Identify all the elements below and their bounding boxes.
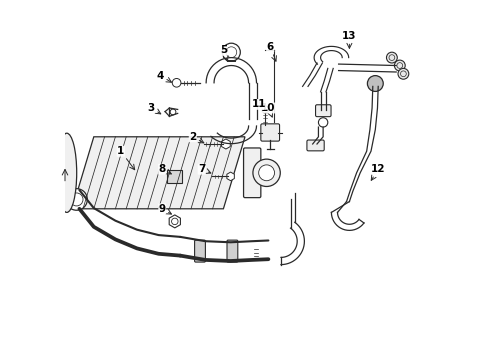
Circle shape xyxy=(253,159,280,186)
FancyBboxPatch shape xyxy=(167,170,182,183)
FancyBboxPatch shape xyxy=(307,140,324,151)
Text: 4: 4 xyxy=(157,71,172,82)
Circle shape xyxy=(387,52,397,63)
Circle shape xyxy=(394,60,405,71)
Circle shape xyxy=(170,109,176,115)
FancyBboxPatch shape xyxy=(261,124,280,141)
Circle shape xyxy=(262,106,269,113)
Text: 3: 3 xyxy=(148,103,161,114)
Text: 10: 10 xyxy=(261,103,276,117)
Text: 11: 11 xyxy=(251,99,266,109)
Text: 9: 9 xyxy=(159,204,171,214)
Circle shape xyxy=(259,165,274,181)
Circle shape xyxy=(226,47,237,58)
FancyBboxPatch shape xyxy=(227,240,238,262)
Text: 7: 7 xyxy=(198,164,211,174)
Text: 1: 1 xyxy=(117,146,135,170)
Circle shape xyxy=(222,43,240,61)
Text: 6: 6 xyxy=(267,42,276,61)
FancyBboxPatch shape xyxy=(195,240,205,262)
Circle shape xyxy=(66,189,87,210)
Text: 12: 12 xyxy=(371,164,386,180)
FancyBboxPatch shape xyxy=(244,148,261,198)
Circle shape xyxy=(398,68,409,79)
Circle shape xyxy=(70,193,83,206)
Text: 8: 8 xyxy=(159,164,171,174)
Circle shape xyxy=(368,76,383,91)
Text: 2: 2 xyxy=(189,132,204,143)
Text: 13: 13 xyxy=(342,31,357,48)
Polygon shape xyxy=(72,137,245,209)
Text: 5: 5 xyxy=(220,45,228,61)
FancyBboxPatch shape xyxy=(316,105,331,117)
Circle shape xyxy=(172,78,181,87)
Ellipse shape xyxy=(57,133,77,212)
